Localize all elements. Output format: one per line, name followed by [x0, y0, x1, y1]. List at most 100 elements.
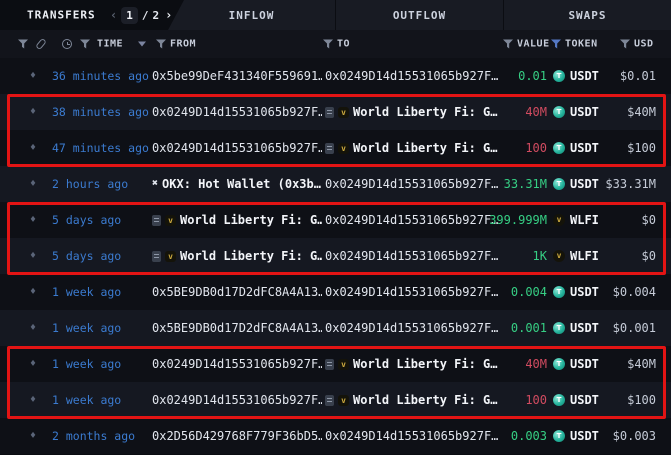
- time-filter-funnel-icon[interactable]: [80, 39, 90, 49]
- tx-link-icon[interactable]: [35, 37, 47, 51]
- doc-icon[interactable]: [152, 250, 161, 262]
- time-link[interactable]: 1 week ago: [52, 321, 122, 335]
- time-link[interactable]: 5 days ago: [52, 249, 122, 263]
- table-row[interactable]: ♦ 2 months ago 0x2D56D429768F779F36bD5… …: [0, 418, 671, 454]
- table-row[interactable]: ♦ 1 week ago 0x5BE9DB0d17D2dFC8A4A13… 0x…: [0, 274, 671, 310]
- table-row[interactable]: ♦ 1 week ago 0x5BE9DB0d17D2dFC8A4A13… 0x…: [0, 310, 671, 346]
- value-filter-funnel-icon[interactable]: [503, 39, 513, 49]
- token-cell[interactable]: v WLFI: [553, 202, 599, 238]
- address-text: 0x0249D14d15531065b927F…: [325, 321, 499, 335]
- filter-funnel-icon[interactable]: [18, 39, 28, 49]
- clock-icon[interactable]: [62, 39, 72, 49]
- table-row[interactable]: ♦ 2 hours ago ✖ OKX: Hot Wallet (0x3b… 0x…: [0, 166, 671, 202]
- time-link[interactable]: 38 minutes ago: [52, 105, 149, 119]
- doc-icon[interactable]: [152, 214, 161, 226]
- to-cell[interactable]: 0x0249D14d15531065b927F…: [325, 238, 499, 274]
- token-symbol: WLFI: [570, 213, 599, 227]
- entity-name: World Liberty Fi: G…: [353, 357, 498, 371]
- page-next-chevron-icon[interactable]: ›: [165, 8, 173, 22]
- from-cell[interactable]: v World Liberty Fi: G…: [152, 238, 322, 274]
- time-link[interactable]: 36 minutes ago: [52, 69, 149, 83]
- value-cell: 40M: [525, 105, 547, 119]
- to-cell[interactable]: 0x0249D14d15531065b927F…: [325, 418, 499, 454]
- token-cell[interactable]: T USDT: [553, 130, 599, 166]
- from-cell[interactable]: 0x2D56D429768F779F36bD5…: [152, 418, 322, 454]
- usdt-icon: T: [553, 394, 565, 406]
- wlfi-icon: v: [338, 394, 349, 406]
- to-cell[interactable]: v World Liberty Fi: G…: [325, 382, 499, 418]
- token-cell[interactable]: T USDT: [553, 58, 599, 94]
- col-time[interactable]: TIME: [97, 38, 124, 50]
- token-cell[interactable]: T USDT: [553, 382, 599, 418]
- tab-swaps[interactable]: SWAPS: [504, 0, 671, 30]
- from-cell[interactable]: 0x5BE9DB0d17D2dFC8A4A13…: [152, 274, 322, 310]
- to-filter-funnel-icon[interactable]: [323, 39, 333, 49]
- from-cell[interactable]: ✖ OKX: Hot Wallet (0x3b…: [152, 166, 322, 202]
- table-row[interactable]: ♦ 38 minutes ago 0x0249D14d15531065b927F…: [0, 94, 671, 130]
- sort-caret-icon[interactable]: [138, 41, 146, 47]
- address-text: 0x5BE9DB0d17D2dFC8A4A13…: [152, 321, 322, 335]
- token-cell[interactable]: T USDT: [553, 274, 599, 310]
- from-cell[interactable]: 0x0249D14d15531065b927F…: [152, 346, 322, 382]
- token-cell[interactable]: T USDT: [553, 94, 599, 130]
- to-cell[interactable]: 0x0249D14d15531065b927F…: [325, 58, 499, 94]
- from-cell[interactable]: 0x5be99DeF431340F559691…: [152, 58, 322, 94]
- from-cell[interactable]: 0x0249D14d15531065b927F…: [152, 382, 322, 418]
- time-link[interactable]: 1 week ago: [52, 393, 122, 407]
- token-cell[interactable]: T USDT: [553, 418, 599, 454]
- tab-inflow[interactable]: INFLOW: [168, 0, 335, 30]
- usdt-icon: T: [553, 286, 565, 298]
- token-symbol: USDT: [570, 105, 599, 119]
- table-row[interactable]: ♦ 5 days ago v World Liberty Fi: G… 0x024…: [0, 202, 671, 238]
- from-cell[interactable]: 0x0249D14d15531065b927F…: [152, 94, 322, 130]
- wlfi-icon: v: [338, 358, 349, 370]
- table-header: TIME FROM TO VALUE TOKEN USD: [0, 30, 671, 58]
- col-usd: USD: [634, 38, 654, 50]
- tab-transfers[interactable]: TRANSFERS: [27, 8, 96, 22]
- page-prev-chevron-icon[interactable]: ‹: [110, 8, 118, 22]
- token-cell[interactable]: v WLFI: [553, 238, 599, 274]
- inactive-tabs: INFLOW OUTFLOW SWAPS: [168, 0, 671, 30]
- time-link[interactable]: 2 hours ago: [52, 177, 129, 191]
- to-cell[interactable]: 0x0249D14d15531065b927F…: [325, 202, 499, 238]
- to-cell[interactable]: v World Liberty Fi: G…: [325, 346, 499, 382]
- time-link[interactable]: 5 days ago: [52, 213, 122, 227]
- ethereum-chain-icon: ♦: [30, 250, 37, 262]
- time-link[interactable]: 2 months ago: [52, 429, 136, 443]
- table-row[interactable]: ♦ 36 minutes ago 0x5be99DeF431340F559691…: [0, 58, 671, 94]
- time-link[interactable]: 47 minutes ago: [52, 141, 149, 155]
- value-cell: 1K: [532, 249, 547, 263]
- from-filter-funnel-icon[interactable]: [156, 39, 166, 49]
- doc-icon[interactable]: [325, 142, 334, 154]
- doc-icon[interactable]: [325, 106, 334, 118]
- table-row[interactable]: ♦ 5 days ago v World Liberty Fi: G… 0x024…: [0, 238, 671, 274]
- usd-filter-funnel-icon[interactable]: [620, 39, 630, 49]
- to-cell[interactable]: v World Liberty Fi: G…: [325, 130, 499, 166]
- address-text: 0x0249D14d15531065b927F…: [325, 285, 499, 299]
- ethereum-chain-icon: ♦: [30, 430, 37, 442]
- token-symbol: WLFI: [570, 249, 599, 263]
- token-filter-funnel-icon[interactable]: [551, 39, 561, 49]
- from-cell[interactable]: v World Liberty Fi: G…: [152, 202, 322, 238]
- to-cell[interactable]: 0x0249D14d15531065b927F…: [325, 310, 499, 346]
- to-cell[interactable]: 0x0249D14d15531065b927F…: [325, 166, 499, 202]
- time-link[interactable]: 1 week ago: [52, 285, 122, 299]
- table-row[interactable]: ♦ 47 minutes ago 0x0249D14d15531065b927F…: [0, 130, 671, 166]
- token-symbol: USDT: [570, 177, 599, 191]
- to-cell[interactable]: v World Liberty Fi: G…: [325, 94, 499, 130]
- token-cell[interactable]: T USDT: [553, 310, 599, 346]
- doc-icon[interactable]: [325, 358, 334, 370]
- token-cell[interactable]: T USDT: [553, 166, 599, 202]
- time-link[interactable]: 1 week ago: [52, 357, 122, 371]
- wlfi-icon: v: [338, 142, 349, 154]
- from-cell[interactable]: 0x0249D14d15531065b927F…: [152, 130, 322, 166]
- from-cell[interactable]: 0x5BE9DB0d17D2dFC8A4A13…: [152, 310, 322, 346]
- ethereum-chain-icon: ♦: [30, 322, 37, 334]
- value-cell: 399.999M: [489, 213, 547, 227]
- doc-icon[interactable]: [325, 394, 334, 406]
- tab-outflow[interactable]: OUTFLOW: [336, 0, 503, 30]
- to-cell[interactable]: 0x0249D14d15531065b927F…: [325, 274, 499, 310]
- token-cell[interactable]: T USDT: [553, 346, 599, 382]
